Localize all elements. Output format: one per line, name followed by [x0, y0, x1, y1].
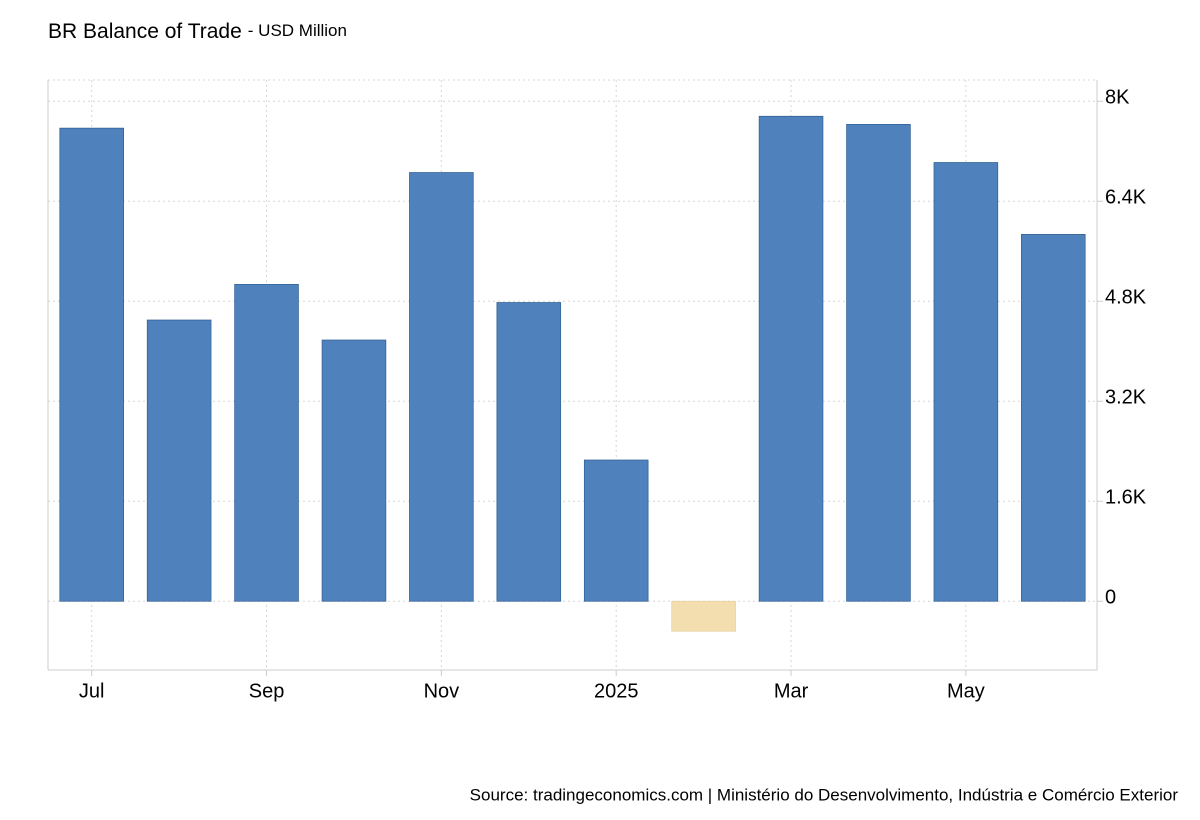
- bar: [671, 600, 736, 632]
- bar: [1021, 234, 1086, 602]
- chart-title: BR Balance of Trade - USD Million: [48, 20, 347, 43]
- y-tick-label: 4.8K: [1105, 287, 1147, 309]
- bar: [846, 124, 911, 602]
- bar: [758, 115, 824, 602]
- x-tick-label: 2025: [594, 680, 639, 702]
- y-tick-label: 0: [1105, 587, 1116, 609]
- bar: [146, 319, 212, 602]
- y-tick-label: 1.6K: [1105, 487, 1147, 509]
- y-tick-label: 6.4K: [1105, 187, 1147, 209]
- bar: [234, 284, 299, 602]
- y-tick-label: 8K: [1105, 87, 1130, 109]
- x-tick-label: Sep: [249, 680, 285, 702]
- bar: [59, 127, 124, 602]
- x-tick-label: May: [947, 680, 985, 702]
- x-tick-label: Mar: [774, 680, 809, 702]
- bar: [583, 459, 649, 602]
- title: BR Balance of Trade: [48, 20, 242, 43]
- x-tick-label: Nov: [424, 680, 460, 702]
- subtitle: - USD Million: [248, 21, 347, 40]
- bar: [496, 302, 562, 602]
- source: Source: tradingeconomics.com | Ministéri…: [470, 785, 1179, 804]
- x-tick-label: Jul: [79, 680, 105, 702]
- y-tick-label: 3.2K: [1105, 387, 1147, 409]
- bar: [933, 162, 999, 602]
- bar: [321, 339, 387, 602]
- bar: [409, 172, 474, 602]
